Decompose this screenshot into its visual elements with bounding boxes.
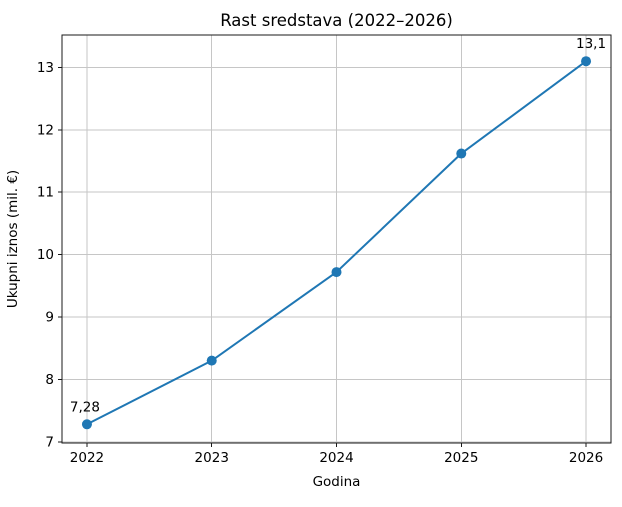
- data-point-marker: [81, 419, 92, 430]
- y-tick-label: 7: [45, 434, 54, 450]
- chart-title: Rast sredstava (2022–2026): [220, 11, 453, 30]
- data-point-value-label: 13,1: [576, 36, 606, 52]
- annotation-layer: 7,28 13,1: [70, 36, 606, 415]
- x-tick-label: 2022: [70, 450, 104, 466]
- data-point-marker: [456, 148, 467, 159]
- data-point-value-label: 7,28: [70, 399, 100, 415]
- data-point-marker: [206, 355, 217, 366]
- y-tick-label: 8: [45, 372, 54, 388]
- x-tick-label: 2025: [444, 450, 478, 466]
- y-tick-label: 10: [37, 247, 54, 263]
- data-series-layer: [81, 56, 592, 430]
- data-point-marker: [331, 267, 342, 278]
- x-axis-label: Godina: [313, 474, 361, 490]
- y-tick-label: 9: [45, 309, 54, 325]
- grid-layer: [62, 35, 611, 443]
- y-axis-label: Ukupni iznos (mil. €): [5, 170, 21, 308]
- y-tick-label: 12: [37, 122, 54, 138]
- x-tick-label: 2023: [195, 450, 229, 466]
- y-tick-label: 11: [37, 185, 54, 201]
- tick-layer: 2022 2023 2024 2025 2026 7 8 9 10 11 12 13: [37, 60, 603, 466]
- data-point-marker: [581, 56, 592, 67]
- x-tick-label: 2024: [319, 450, 353, 466]
- y-tick-label: 13: [37, 60, 54, 76]
- x-tick-label: 2026: [569, 450, 603, 466]
- plot-area-border: [61, 34, 612, 444]
